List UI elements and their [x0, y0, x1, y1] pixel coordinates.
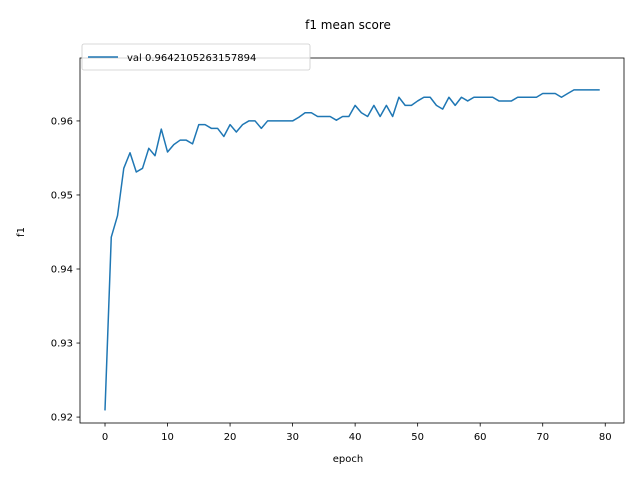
x-tick-label: 50 [411, 432, 424, 443]
y-tick-label: 0.93 [51, 339, 73, 350]
x-tick-label: 80 [599, 432, 612, 443]
plot-area [104, 89, 600, 411]
y-axis: 0.92 0.93 0.94 0.95 0.96 [51, 117, 80, 424]
legend: val 0.9642105263157894 [81, 43, 311, 71]
y-tick-label: 0.92 [51, 413, 73, 424]
y-tick-label: 0.95 [51, 191, 73, 202]
x-tick-label: 30 [286, 432, 299, 443]
x-axis: 0 10 20 30 40 50 60 70 80 [102, 423, 612, 443]
y-axis-label: f1 [16, 227, 27, 237]
axes-frame [79, 57, 625, 424]
x-tick-label: 40 [349, 432, 362, 443]
x-axis-label: epoch [333, 454, 363, 465]
y-tick-label: 0.96 [51, 117, 73, 128]
x-tick-label: 70 [536, 432, 549, 443]
chart-title: f1 mean score [305, 18, 391, 32]
x-tick-label: 20 [224, 432, 237, 443]
y-tick-label: 0.94 [51, 265, 73, 276]
series-line-val [104, 89, 600, 411]
x-tick-label: 10 [161, 432, 174, 443]
legend-box [81, 43, 311, 71]
x-tick-label: 60 [474, 432, 487, 443]
x-tick-label: 0 [102, 432, 108, 443]
legend-label: val 0.9642105263157894 [127, 53, 256, 64]
